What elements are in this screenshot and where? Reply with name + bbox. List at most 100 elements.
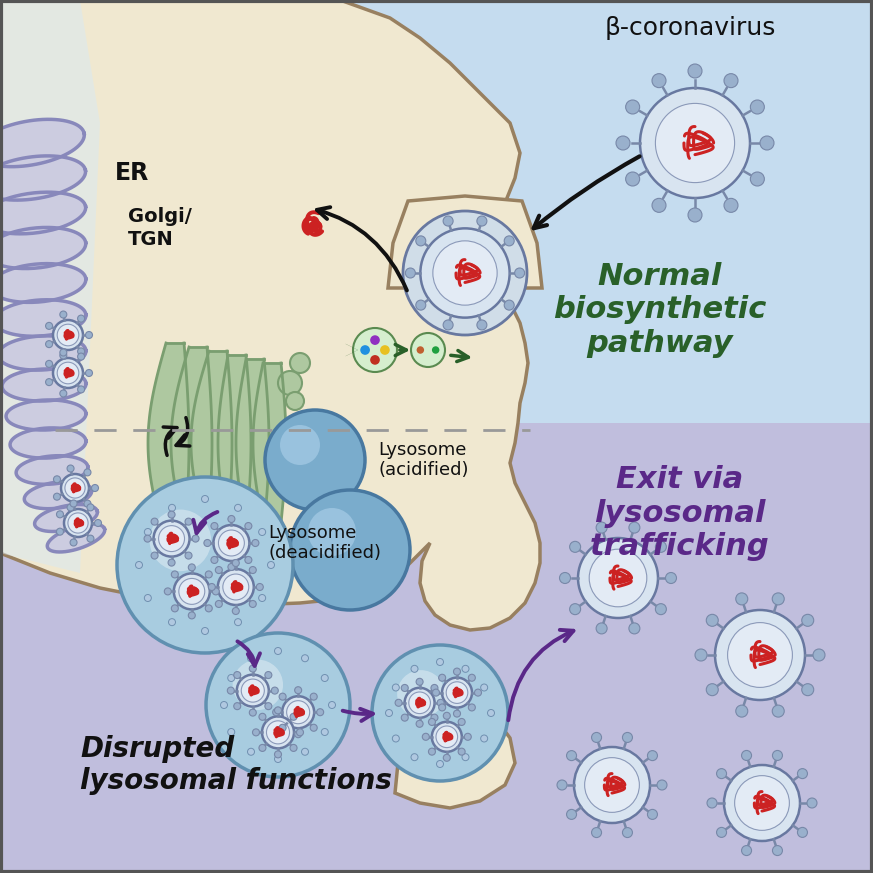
Circle shape xyxy=(443,320,453,330)
Circle shape xyxy=(234,671,241,678)
Circle shape xyxy=(202,496,209,503)
Circle shape xyxy=(57,528,64,535)
Circle shape xyxy=(151,519,158,526)
Circle shape xyxy=(209,583,216,590)
Circle shape xyxy=(308,508,356,556)
Circle shape xyxy=(159,526,184,552)
Circle shape xyxy=(442,677,472,708)
Circle shape xyxy=(432,689,439,696)
Circle shape xyxy=(248,748,255,755)
Circle shape xyxy=(192,535,199,542)
Circle shape xyxy=(174,574,210,609)
Circle shape xyxy=(626,172,640,186)
Circle shape xyxy=(589,549,647,607)
Text: ER: ER xyxy=(115,161,149,185)
Circle shape xyxy=(433,241,497,306)
Circle shape xyxy=(64,509,92,537)
Text: Golgi/
TGN: Golgi/ TGN xyxy=(128,207,192,250)
Polygon shape xyxy=(10,428,86,458)
Circle shape xyxy=(361,345,370,354)
Circle shape xyxy=(462,753,469,760)
Circle shape xyxy=(151,552,158,559)
Circle shape xyxy=(458,718,465,725)
Circle shape xyxy=(370,335,380,345)
Circle shape xyxy=(168,559,175,566)
Circle shape xyxy=(432,347,439,354)
Circle shape xyxy=(402,714,409,721)
Circle shape xyxy=(453,668,460,675)
Circle shape xyxy=(392,684,399,691)
Circle shape xyxy=(68,513,88,533)
Polygon shape xyxy=(0,423,873,873)
Circle shape xyxy=(212,588,219,595)
Circle shape xyxy=(797,768,808,779)
Circle shape xyxy=(353,328,397,372)
Circle shape xyxy=(741,751,752,760)
Circle shape xyxy=(695,649,707,661)
Circle shape xyxy=(265,410,365,510)
Polygon shape xyxy=(395,711,515,808)
Circle shape xyxy=(60,390,67,397)
Circle shape xyxy=(60,352,67,359)
Circle shape xyxy=(286,392,304,410)
Circle shape xyxy=(411,753,418,760)
Text: Lysosome
(deacidified): Lysosome (deacidified) xyxy=(268,524,381,562)
Circle shape xyxy=(421,229,510,318)
Polygon shape xyxy=(0,264,86,302)
Circle shape xyxy=(86,332,93,339)
Circle shape xyxy=(751,172,765,186)
Circle shape xyxy=(317,709,324,716)
Circle shape xyxy=(797,828,808,837)
Circle shape xyxy=(244,523,252,530)
Circle shape xyxy=(171,571,178,578)
Polygon shape xyxy=(0,299,86,336)
Circle shape xyxy=(438,704,445,711)
Circle shape xyxy=(395,699,402,706)
Circle shape xyxy=(154,520,189,557)
Polygon shape xyxy=(0,156,86,200)
Circle shape xyxy=(272,687,278,694)
Circle shape xyxy=(436,658,443,665)
Polygon shape xyxy=(16,456,88,485)
Circle shape xyxy=(241,679,265,702)
Circle shape xyxy=(272,709,279,716)
Circle shape xyxy=(117,477,293,653)
Polygon shape xyxy=(148,343,189,543)
Polygon shape xyxy=(171,347,212,539)
Circle shape xyxy=(290,745,297,752)
Circle shape xyxy=(397,670,444,718)
Circle shape xyxy=(204,540,211,546)
Circle shape xyxy=(84,469,91,476)
Circle shape xyxy=(640,88,750,198)
Circle shape xyxy=(411,333,445,367)
Circle shape xyxy=(286,701,310,724)
Polygon shape xyxy=(35,505,98,532)
Circle shape xyxy=(773,846,782,856)
Circle shape xyxy=(468,704,476,711)
Circle shape xyxy=(53,493,60,500)
Circle shape xyxy=(60,311,67,318)
Circle shape xyxy=(727,622,793,687)
Circle shape xyxy=(144,528,151,535)
Circle shape xyxy=(505,236,514,246)
Circle shape xyxy=(228,728,235,735)
Circle shape xyxy=(202,628,209,635)
Circle shape xyxy=(596,623,607,634)
Circle shape xyxy=(438,674,445,681)
Circle shape xyxy=(321,675,328,682)
Circle shape xyxy=(274,755,281,762)
Polygon shape xyxy=(47,524,105,552)
Circle shape xyxy=(578,538,658,618)
Circle shape xyxy=(656,541,666,553)
Circle shape xyxy=(432,722,462,752)
Circle shape xyxy=(429,748,436,755)
Circle shape xyxy=(171,605,178,612)
Circle shape xyxy=(61,474,89,502)
Circle shape xyxy=(78,315,85,322)
Circle shape xyxy=(250,709,257,716)
Polygon shape xyxy=(0,0,540,873)
Polygon shape xyxy=(24,481,92,509)
Circle shape xyxy=(234,703,241,710)
Circle shape xyxy=(416,678,423,685)
Circle shape xyxy=(164,588,171,595)
